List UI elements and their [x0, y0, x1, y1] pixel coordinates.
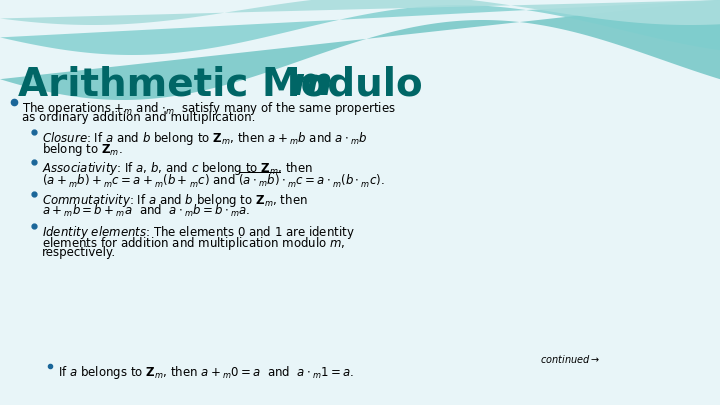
Text: elements for addition and multiplication modulo $m$,: elements for addition and multiplication…: [42, 235, 346, 252]
Text: $\mathit{continued} \rightarrow$: $\mathit{continued} \rightarrow$: [540, 353, 600, 365]
Text: $\mathit{Identity\ elements}$: The elements 0 and 1 are identity: $\mathit{Identity\ elements}$: The eleme…: [42, 224, 355, 241]
PathPatch shape: [0, 0, 720, 100]
PathPatch shape: [0, 0, 720, 55]
Text: $\mathit{Associativity}$: If $a$, $b$, and $c$ belong to $\mathbf{Z}_m$, then: $\mathit{Associativity}$: If $a$, $b$, a…: [42, 160, 313, 177]
Text: If $a$ belongs to $\mathbf{Z}_m$, then $a +_m 0 = a$  and  $a \cdot_m 1 = a$.: If $a$ belongs to $\mathbf{Z}_m$, then $…: [58, 364, 354, 381]
PathPatch shape: [0, 0, 720, 25]
Text: Arithmetic Modulo: Arithmetic Modulo: [18, 65, 436, 103]
Text: $\mathit{Closure}$: If $a$ and $b$ belong to $\mathbf{Z}_m$, then $a +_m b$ and : $\mathit{Closure}$: If $a$ and $b$ belon…: [42, 130, 368, 147]
Text: $a +_m b = b +_m a$  and  $a \cdot_m b = b \cdot_m a$.: $a +_m b = b +_m a$ and $a \cdot_m b = b…: [42, 203, 251, 219]
Text: as ordinary addition and multiplication.: as ordinary addition and multiplication.: [22, 111, 256, 124]
Text: The operations $+_m$ and $\cdot_m$  satisfy many of the same properties: The operations $+_m$ and $\cdot_m$ satis…: [22, 100, 396, 117]
Text: m: m: [292, 65, 332, 103]
Text: $\mathit{Commutativity}$: If $a$ and $b$ belong to $\mathbf{Z}_m$, then: $\mathit{Commutativity}$: If $a$ and $b$…: [42, 192, 307, 209]
Text: belong to $\mathbf{Z}_m$.: belong to $\mathbf{Z}_m$.: [42, 141, 123, 158]
Text: respectively.: respectively.: [42, 246, 116, 259]
Text: $(a +_m b) +_m c = a +_m (b +_m c)$ and $\overline{(a \cdot_m b)} \cdot_m c = a : $(a +_m b) +_m c = a +_m (b +_m c)$ and …: [42, 171, 385, 190]
